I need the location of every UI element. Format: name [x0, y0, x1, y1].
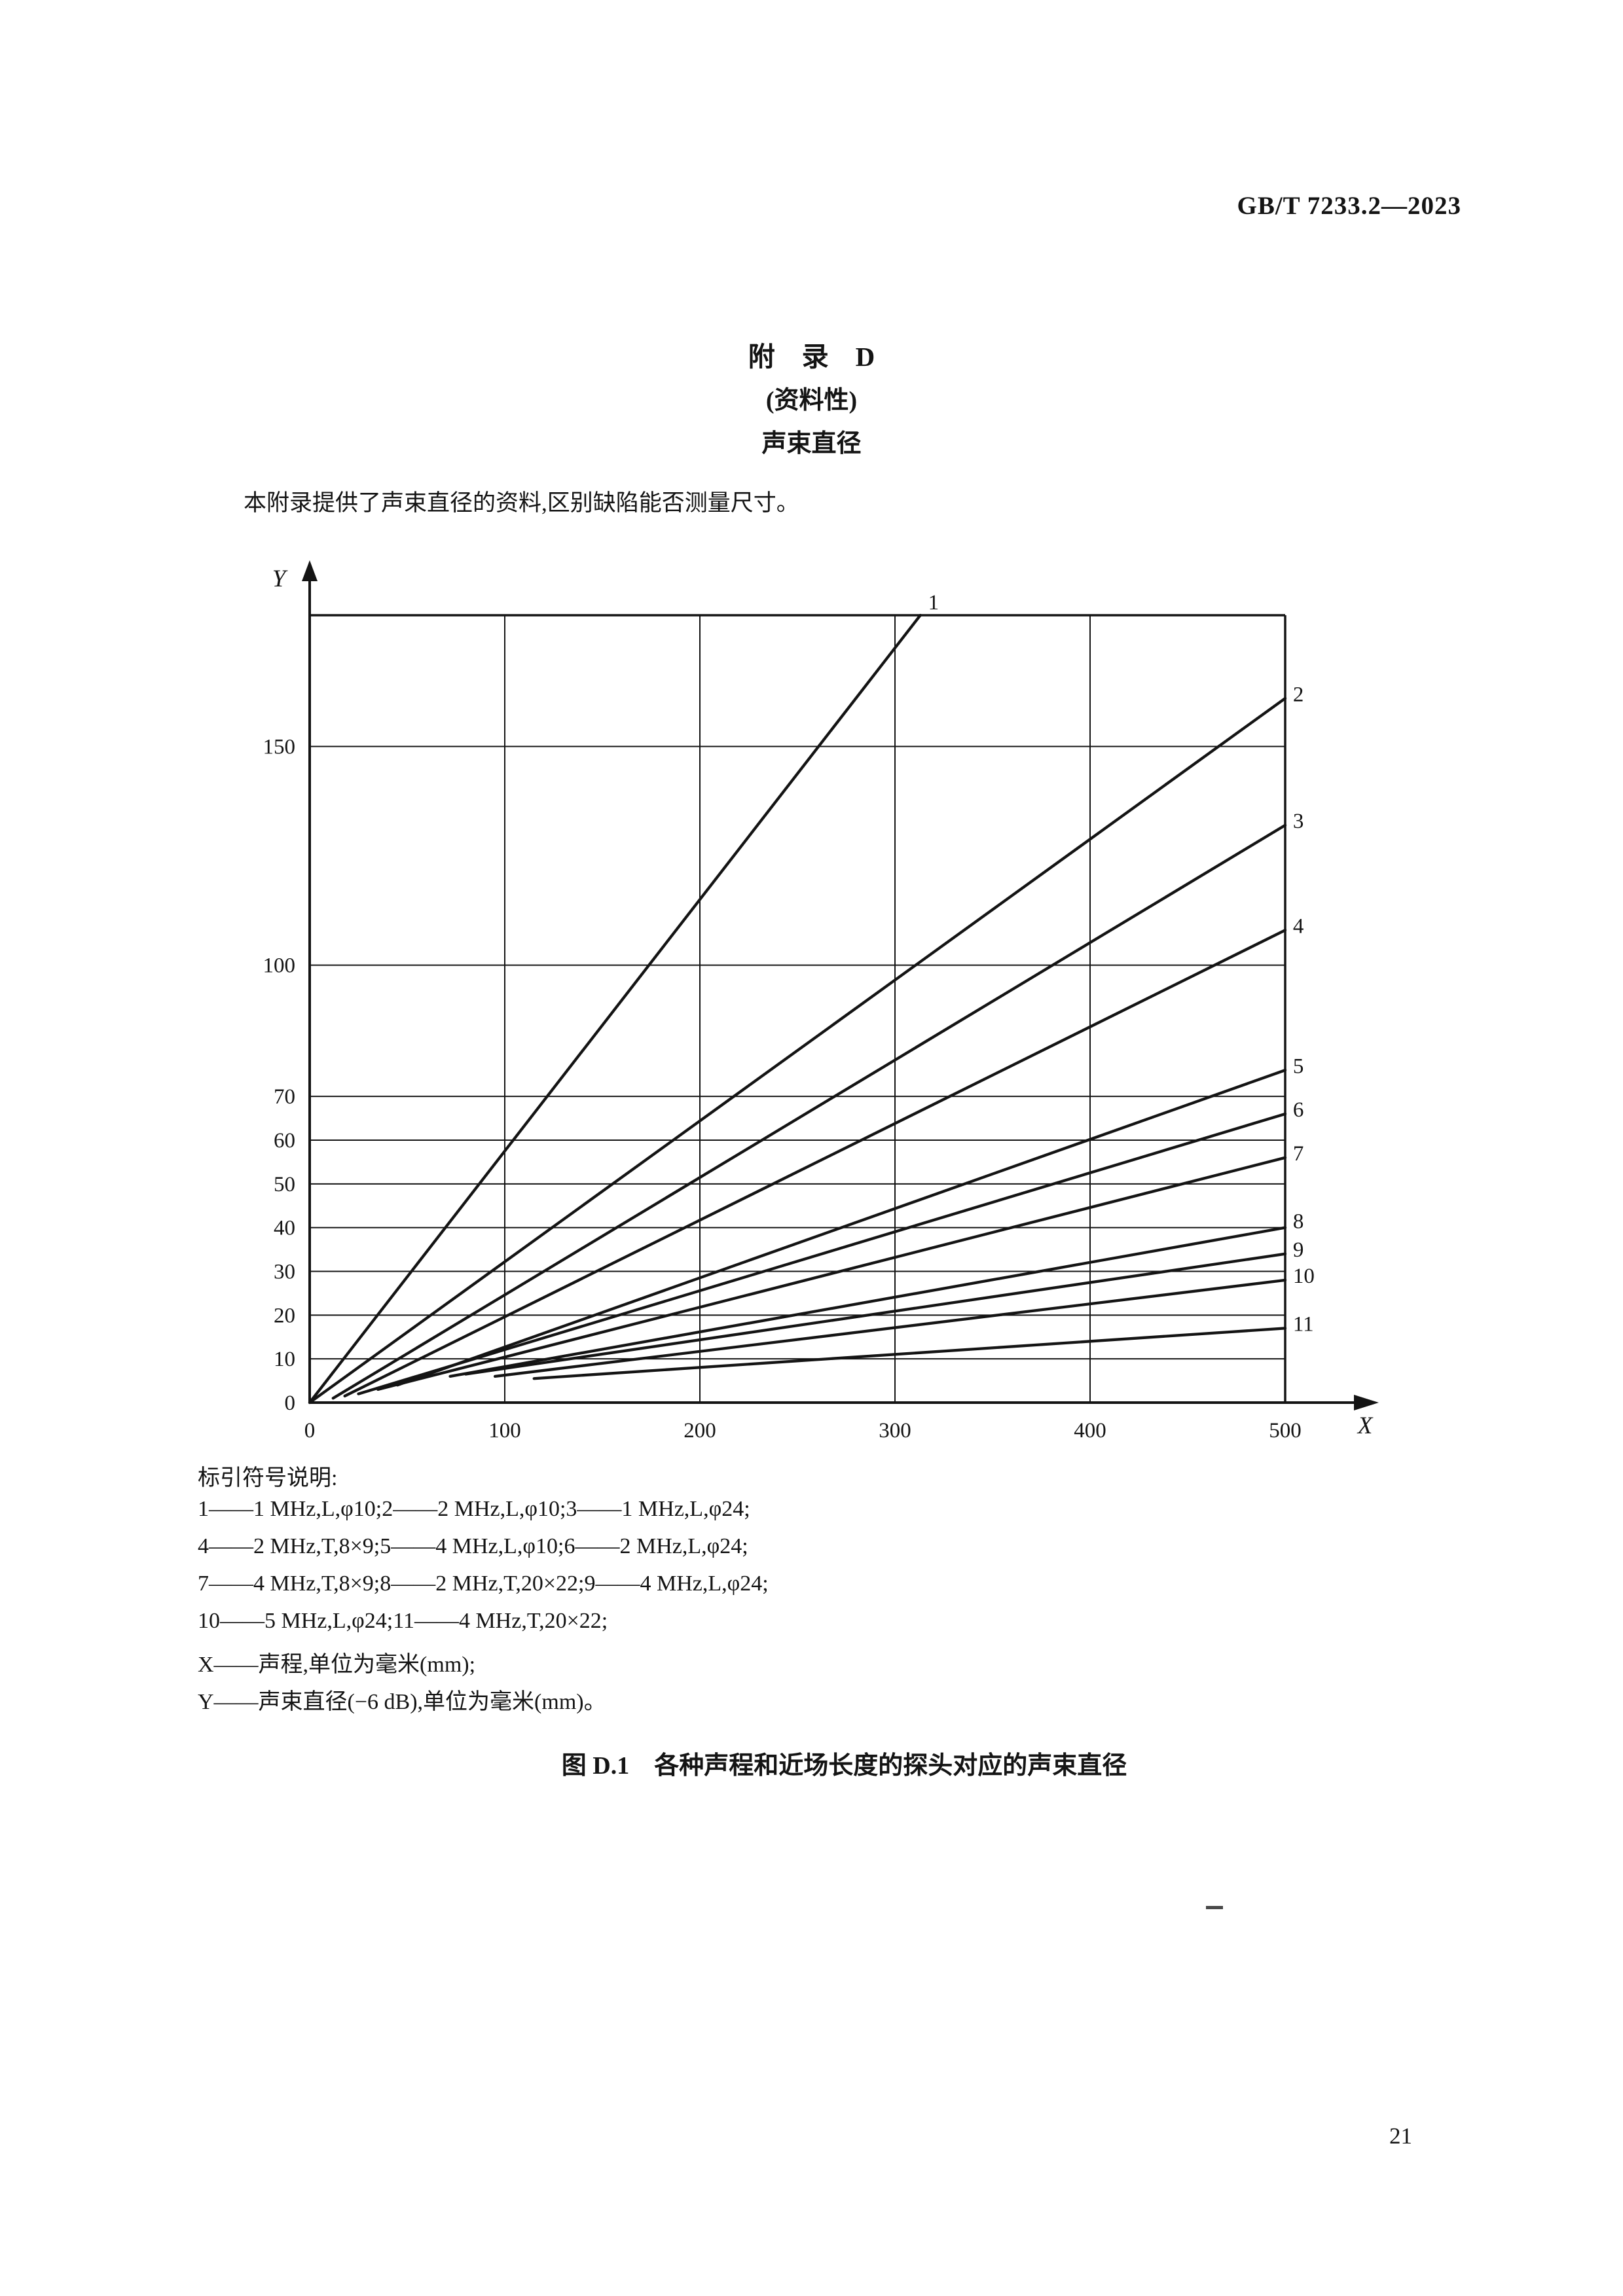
figure-caption: 图 D.1 各种声程和近场长度的探头对应的声束直径 [561, 1752, 1127, 1780]
intro-paragraph: 本附录提供了声束直径的资料,区别缺陷能否测量尺寸。 [244, 490, 799, 516]
appendix-title: 附 录 D [748, 342, 875, 372]
x-tick-label-200: 200 [684, 1419, 716, 1443]
series-label-10: 10 [1293, 1265, 1315, 1288]
series-line-6 [357, 1112, 1287, 1395]
standard-number: GB/T 7233.2—2023 [1237, 192, 1461, 220]
y-tick-label-60: 60 [274, 1129, 295, 1153]
y-tick-label-30: 30 [274, 1261, 295, 1284]
series-label-4: 4 [1293, 915, 1304, 939]
legend-line-x: X——声程,单位为毫米(mm); [198, 1653, 476, 1677]
legend-line-7-9: 7——4 MHz,T,8×9;8——2 MHz,T,20×22;9——4 MHz… [198, 1571, 769, 1596]
page-number: 21 [1389, 2123, 1412, 2149]
print-artifact-dash [1206, 1906, 1223, 1909]
y-tick-label-20: 20 [274, 1304, 295, 1327]
series-label-11: 11 [1293, 1313, 1314, 1336]
series-line-1 [308, 613, 922, 1405]
series-label-9: 9 [1293, 1238, 1304, 1262]
series-label-6: 6 [1293, 1098, 1304, 1122]
series-label-1: 1 [928, 591, 939, 615]
legend-line-1-3: 1——1 MHz,L,φ10;2——2 MHz,L,φ10;3——1 MHz,L… [198, 1497, 750, 1521]
x-tick-label-0: 0 [304, 1419, 316, 1443]
series-line-8 [448, 1226, 1287, 1378]
series-label-7: 7 [1293, 1142, 1304, 1166]
x-tick-label-400: 400 [1074, 1419, 1106, 1443]
y-tick-label-0: 0 [285, 1391, 296, 1415]
legend-line-10-11: 10——5 MHz,L,φ24;11——4 MHz,T,20×22; [198, 1609, 608, 1633]
x-axis-label: X [1357, 1412, 1374, 1439]
y-tick-label-70: 70 [274, 1085, 295, 1109]
appendix-subtitle: (资料性) [765, 387, 858, 414]
series-label-8: 8 [1293, 1210, 1304, 1234]
x-tick-label-500: 500 [1269, 1419, 1302, 1443]
y-tick-label-150: 150 [263, 736, 296, 759]
series-line-5 [395, 1068, 1287, 1387]
series-line-9 [464, 1252, 1287, 1376]
series-line-2 [308, 696, 1287, 1405]
legend-line-4-6: 4——2 MHz,T,8×9;5——4 MHz,L,φ10;6——2 MHz,L… [198, 1534, 748, 1558]
series-line-4 [343, 929, 1287, 1398]
series-line-10 [493, 1278, 1287, 1378]
y-axis-arrow-icon [302, 560, 318, 581]
x-tick-label-100: 100 [488, 1419, 521, 1443]
legend-line-y: Y——声束直径(−6 dB),单位为毫米(mm)。 [198, 1690, 606, 1714]
series-label-2: 2 [1293, 683, 1304, 706]
series-line-3 [331, 823, 1287, 1400]
series-label-3: 3 [1293, 810, 1304, 833]
y-axis-label: Y [272, 565, 288, 592]
y-tick-label-10: 10 [274, 1348, 295, 1371]
y-tick-label-40: 40 [274, 1217, 295, 1240]
y-tick-label-100: 100 [263, 954, 296, 978]
x-axis-arrow-icon [1354, 1395, 1379, 1410]
legend-title: 标引符号说明: [198, 1466, 338, 1490]
series-line-7 [376, 1156, 1287, 1391]
appendix-heading: 声束直径 [761, 430, 862, 457]
y-tick-label-50: 50 [274, 1173, 295, 1196]
series-label-5: 5 [1293, 1054, 1304, 1078]
x-tick-label-300: 300 [879, 1419, 911, 1443]
series-line-11 [532, 1327, 1287, 1380]
